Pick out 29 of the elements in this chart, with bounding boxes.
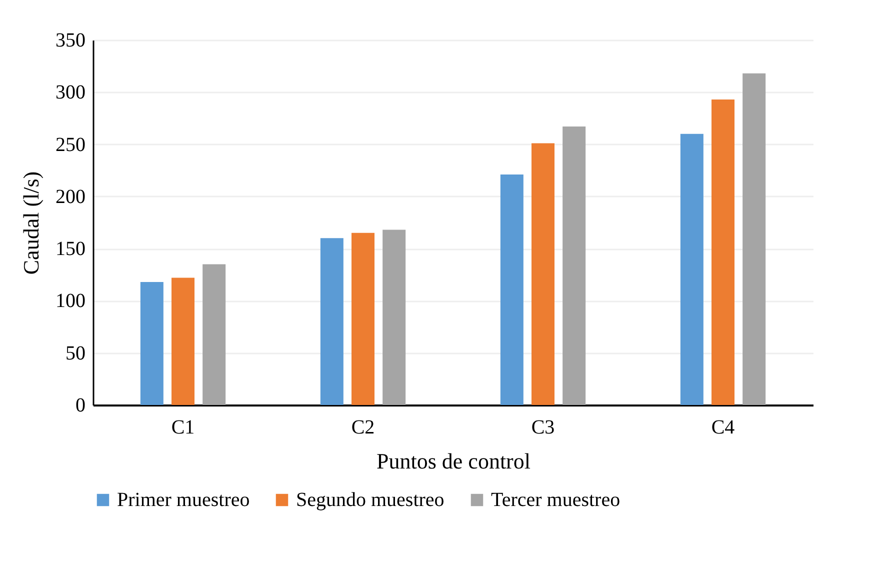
y-tick-label: 150 (56, 238, 86, 260)
bar (140, 282, 164, 405)
bar (202, 264, 226, 405)
y-tick-label: 50 (66, 342, 86, 364)
x-tick-label: C3 (531, 416, 555, 438)
bar (172, 278, 194, 405)
bar (500, 174, 524, 405)
legend-label: Primer muestreo (117, 489, 250, 511)
x-tick-label: C1 (171, 416, 195, 438)
x-tick-label: C2 (351, 416, 375, 438)
bar (382, 230, 406, 405)
y-tick-label: 0 (76, 394, 86, 416)
y-tick-label: 250 (56, 134, 86, 156)
y-tick-label: 100 (56, 290, 86, 312)
y-tick-label: 200 (56, 186, 86, 208)
bar (712, 99, 734, 405)
legend-label: Segundo muestreo (296, 489, 444, 511)
bar (352, 232, 374, 405)
bar (320, 238, 344, 405)
bar (562, 126, 586, 405)
y-tick-label: 300 (56, 82, 86, 104)
bar (532, 143, 554, 405)
x-tick-label: C4 (711, 416, 735, 438)
bar (680, 134, 704, 405)
y-axis-title: Caudal (l/s) (18, 171, 44, 275)
x-axis-title: Puntos de control (376, 448, 530, 474)
y-tick-label: 350 (56, 30, 86, 52)
bar (742, 73, 766, 405)
legend-label: Tercer muestreo (491, 489, 620, 511)
